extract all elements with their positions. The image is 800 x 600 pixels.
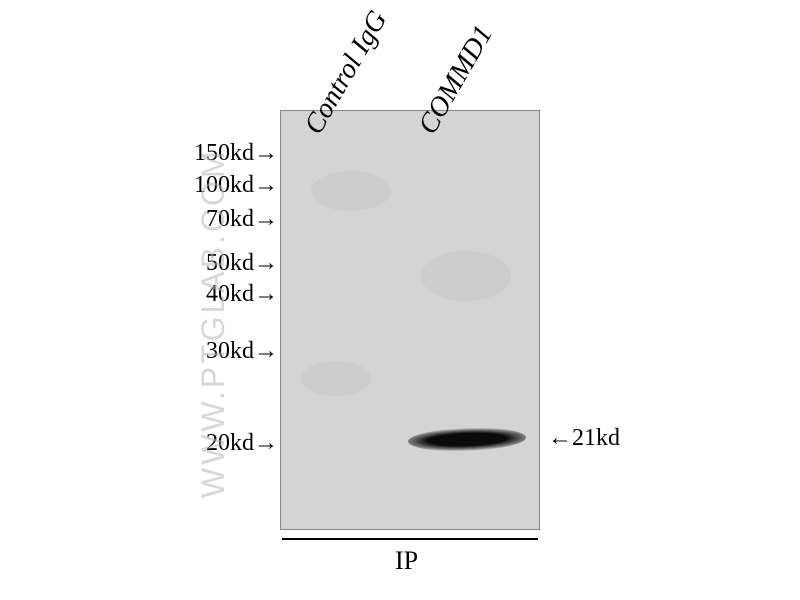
ip-label: IP <box>395 546 418 576</box>
figure-container: Control IgG COMMD1 150kd→ 100kd→ 70kd→ 5… <box>0 0 800 600</box>
watermark-text: WWW.PTGLAB.COM <box>195 148 232 498</box>
arrow-right-icon: → <box>254 172 278 199</box>
blot-membrane <box>280 110 540 530</box>
arrow-right-icon: → <box>254 338 278 365</box>
arrow-right-icon: → <box>254 250 278 277</box>
arrow-right-icon: → <box>254 430 278 457</box>
target-text: 21kd <box>572 425 620 451</box>
arrow-right-icon: → <box>254 206 278 233</box>
arrow-right-icon: → <box>254 140 278 167</box>
target-annotation-21kd: ←21kd <box>548 425 620 452</box>
ip-underline-bar <box>282 538 538 540</box>
arrow-left-icon: ← <box>548 425 572 451</box>
arrow-right-icon: → <box>254 281 278 308</box>
